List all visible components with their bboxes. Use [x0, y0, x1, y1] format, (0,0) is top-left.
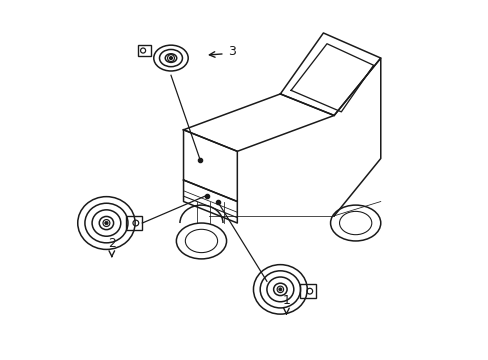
Circle shape: [104, 221, 108, 225]
Circle shape: [169, 57, 172, 59]
Text: 2: 2: [108, 237, 116, 250]
Text: 3: 3: [228, 45, 236, 58]
Circle shape: [278, 288, 282, 291]
Bar: [300, 284, 316, 298]
Text: 1: 1: [282, 294, 290, 307]
Bar: [126, 216, 142, 230]
Bar: [137, 45, 151, 56]
